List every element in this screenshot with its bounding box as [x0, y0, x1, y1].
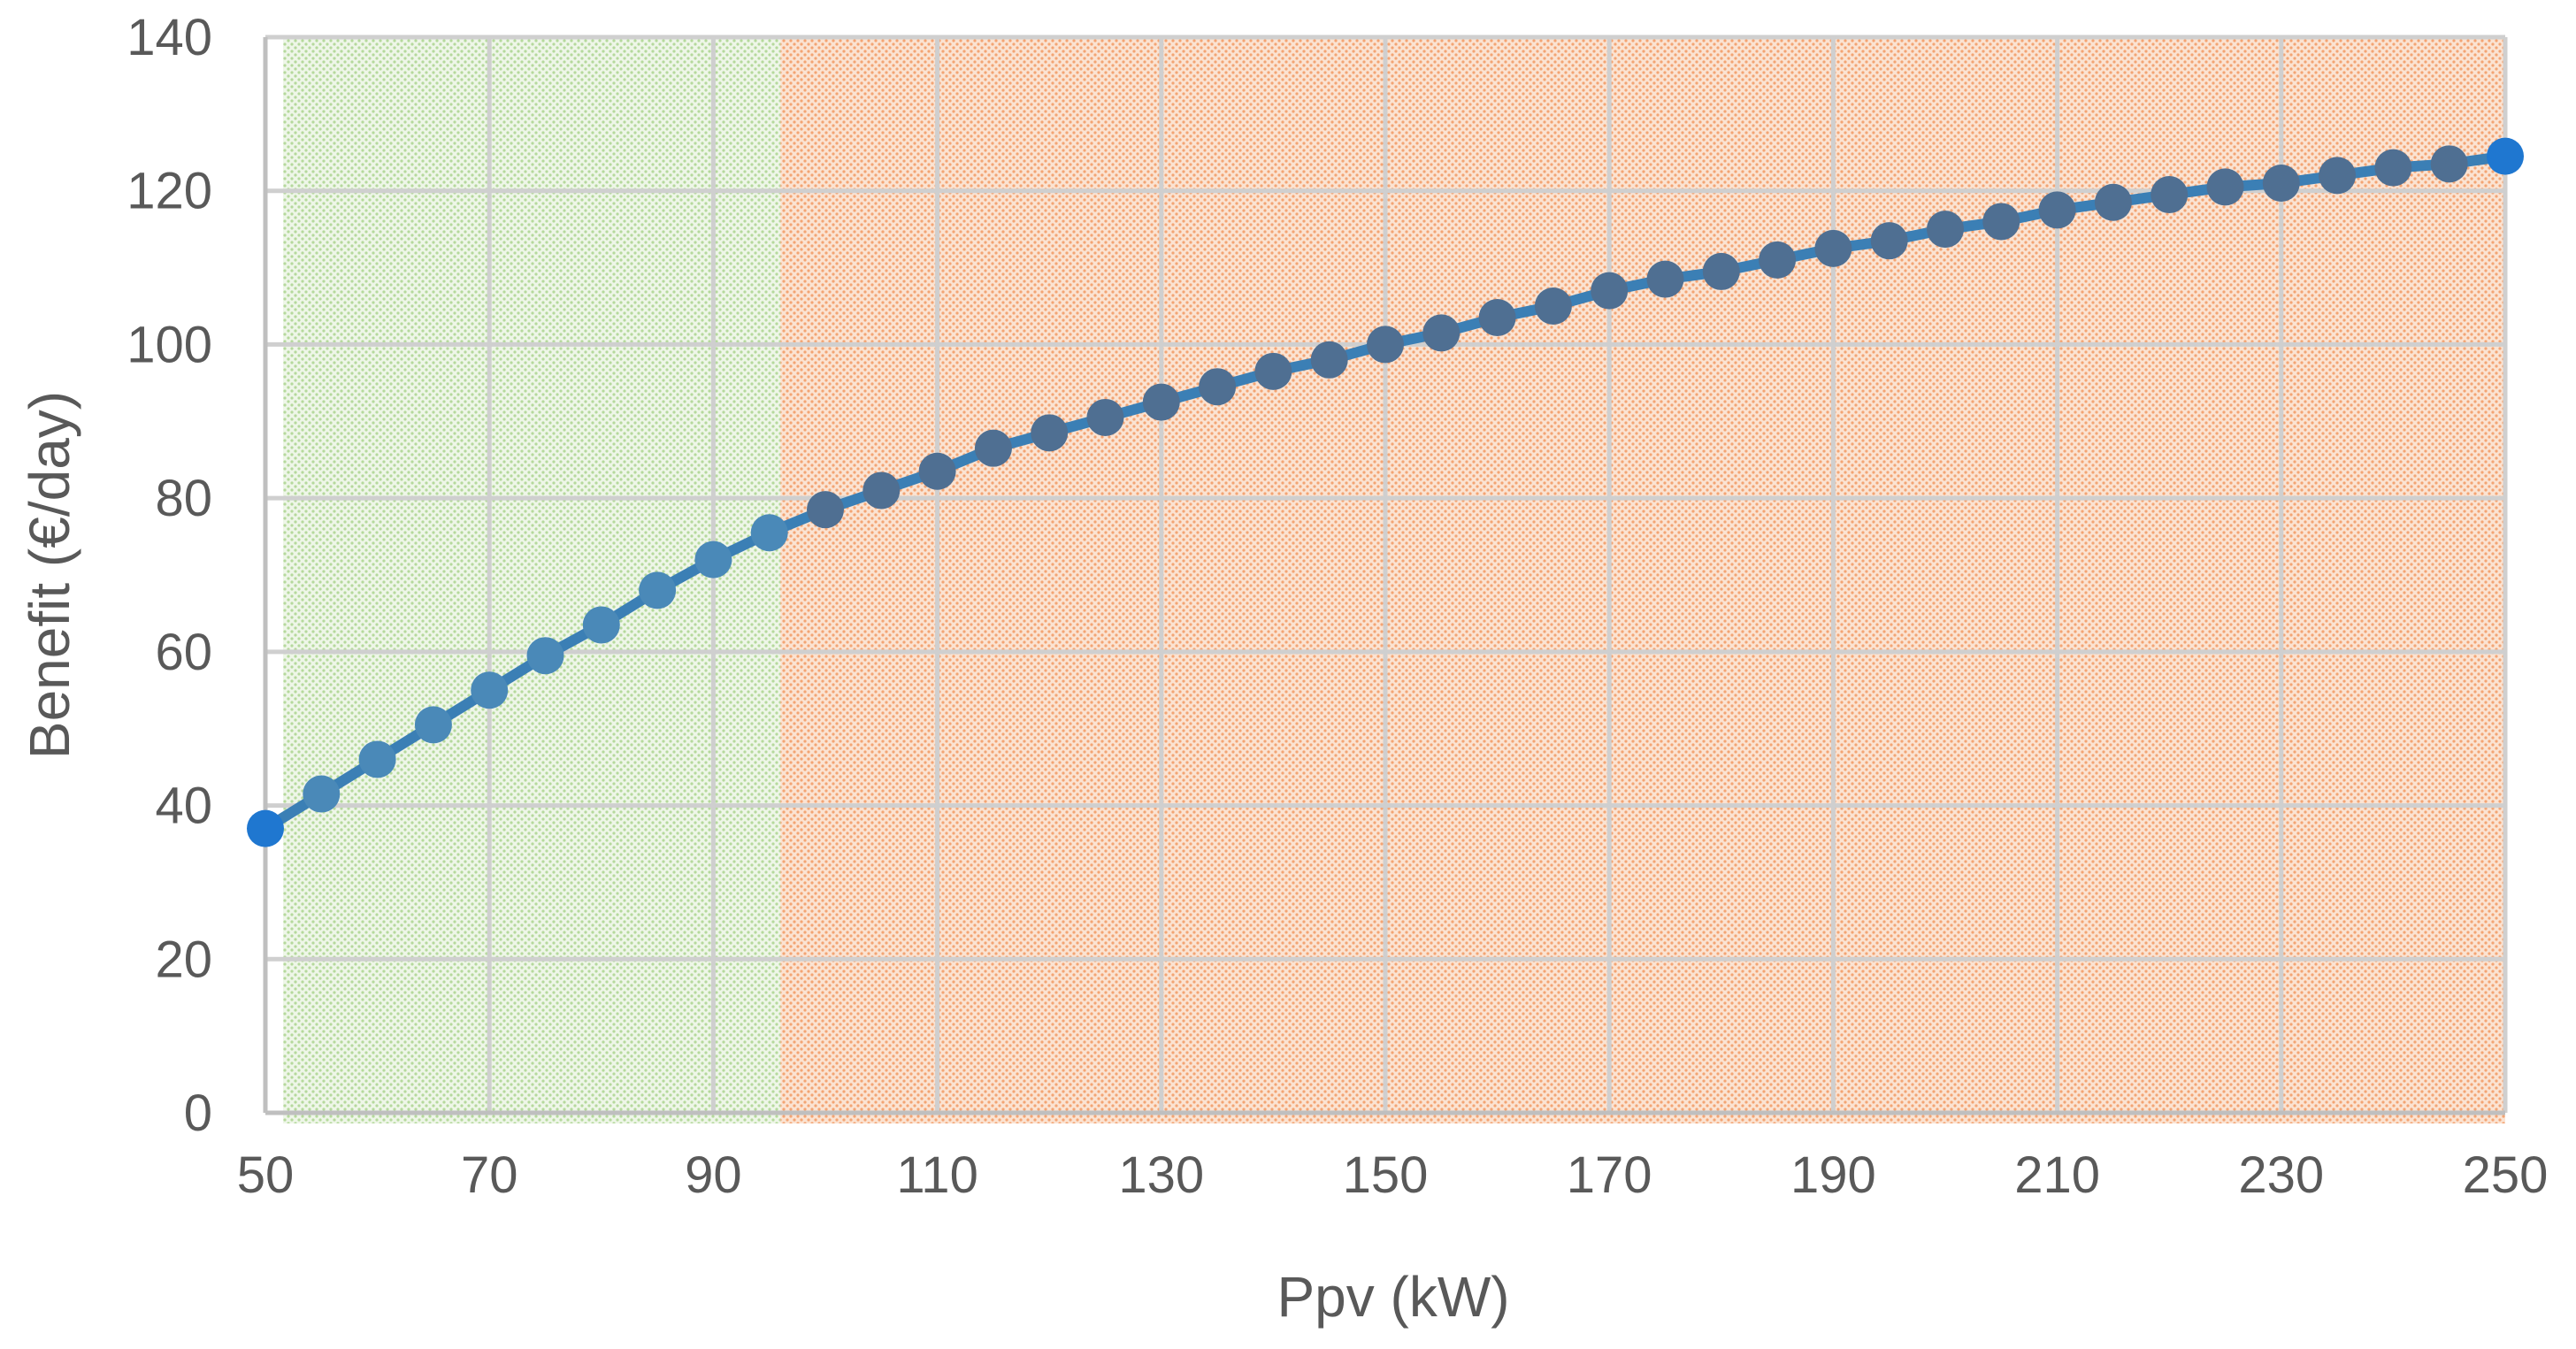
data-point — [582, 606, 620, 644]
x-tick-label: 170 — [1567, 1146, 1652, 1204]
data-point — [1759, 241, 1797, 279]
data-point — [974, 429, 1012, 467]
x-tick-label: 90 — [685, 1146, 742, 1204]
data-point — [1870, 222, 1908, 260]
x-tick-label: 150 — [1343, 1146, 1429, 1204]
x-tick-label: 250 — [2463, 1146, 2549, 1204]
data-point — [2374, 149, 2412, 187]
data-point — [2487, 137, 2524, 175]
data-point — [303, 775, 341, 813]
data-point — [1086, 398, 1124, 436]
data-point — [639, 571, 677, 609]
data-point — [2094, 183, 2132, 221]
data-point — [2206, 168, 2244, 206]
y-tick-label: 80 — [155, 470, 212, 527]
data-point — [2430, 145, 2468, 183]
data-point — [1534, 287, 1572, 325]
x-tick-label: 130 — [1118, 1146, 1204, 1204]
data-point — [2038, 191, 2076, 229]
data-point — [1031, 414, 1069, 452]
data-point — [1927, 211, 1964, 249]
data-point — [1814, 229, 1852, 267]
green-region — [283, 37, 781, 1123]
orange-region — [780, 37, 2505, 1123]
data-point — [2150, 176, 2189, 214]
data-point — [1702, 252, 1740, 290]
data-point — [2319, 157, 2357, 195]
data-point — [1199, 368, 1237, 406]
data-point — [694, 540, 732, 579]
x-axis-title: Ppv (kW) — [1276, 1265, 1509, 1329]
y-tick-label: 140 — [126, 9, 212, 66]
data-point — [1254, 352, 1292, 390]
data-point — [2262, 165, 2300, 203]
data-point — [1982, 203, 2020, 241]
x-tick-label: 50 — [237, 1146, 295, 1204]
data-point — [1478, 299, 1516, 337]
y-tick-label: 20 — [155, 931, 212, 988]
data-point — [862, 471, 901, 510]
data-point — [1591, 272, 1629, 310]
y-tick-label: 60 — [155, 624, 212, 681]
data-point — [918, 452, 956, 490]
data-point — [414, 706, 452, 744]
y-tick-label: 40 — [155, 778, 212, 835]
y-axis-title: Benefit (€/day) — [18, 391, 81, 759]
y-tick-label: 120 — [126, 163, 212, 220]
x-tick-label: 70 — [461, 1146, 518, 1204]
data-point — [1310, 341, 1348, 379]
data-point — [1422, 314, 1460, 352]
data-point — [526, 637, 564, 675]
data-point — [750, 514, 788, 552]
y-tick-label: 0 — [184, 1085, 212, 1142]
data-point — [1142, 383, 1180, 421]
data-point — [247, 809, 284, 847]
data-point — [471, 671, 509, 709]
data-point — [358, 740, 396, 778]
x-tick-label: 210 — [2014, 1146, 2100, 1204]
data-point — [1367, 326, 1404, 364]
y-tick-label: 100 — [126, 316, 212, 373]
data-point — [1646, 260, 1684, 298]
data-point — [807, 491, 844, 529]
x-tick-label: 110 — [896, 1146, 978, 1204]
x-tick-label: 230 — [2238, 1146, 2324, 1204]
x-tick-label: 190 — [1790, 1146, 1876, 1204]
